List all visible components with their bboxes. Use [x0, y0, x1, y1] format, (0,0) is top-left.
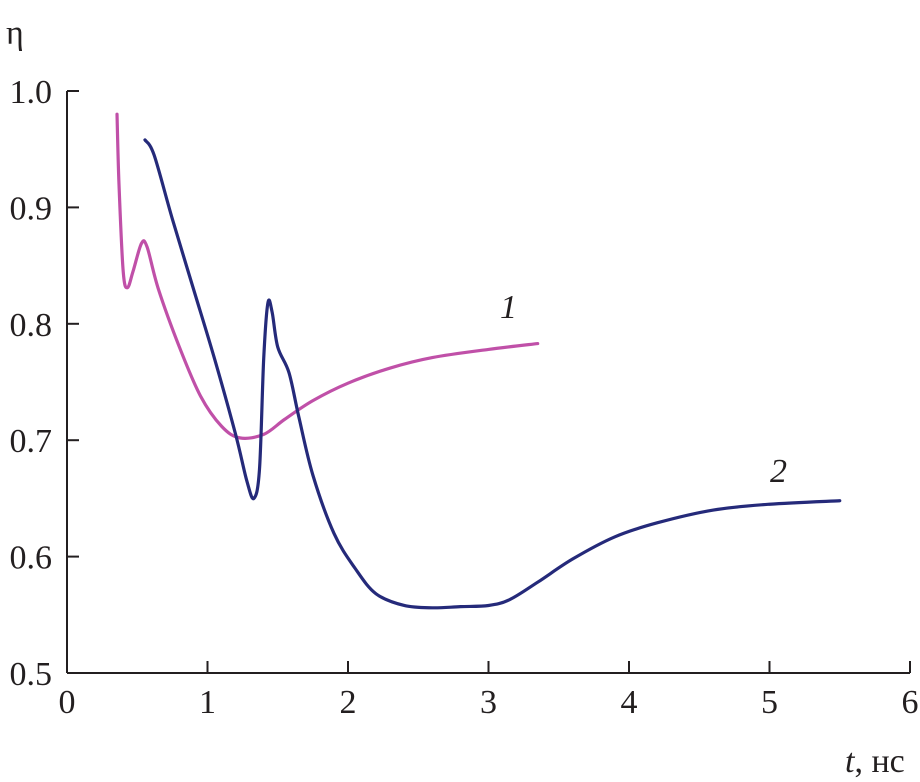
- series-label-2: 2: [770, 453, 787, 490]
- x-tick-label: 5: [761, 684, 778, 721]
- x-axis-label-unit: , нс: [854, 743, 904, 780]
- series-line-2: [143, 138, 842, 610]
- x-tick-label: 0: [59, 684, 76, 721]
- x-tick-label: 1: [199, 684, 216, 721]
- y-axis-label: η: [6, 15, 24, 52]
- y-tick-label: 1.0: [10, 74, 53, 111]
- y-tick-label: 0.5: [10, 656, 53, 693]
- y-tick-label: 0.9: [10, 190, 53, 227]
- x-tick-label: 4: [621, 684, 638, 721]
- x-tick-label: 3: [480, 684, 497, 721]
- axes: 0 1 2 3 4 5 6 0.5 0.6 0.7 0.8 0.9 1.0: [10, 74, 919, 721]
- x-axis-label: t, нс: [845, 743, 905, 780]
- y-tick-label: 0.7: [10, 423, 53, 460]
- y-tick-label: 0.6: [10, 540, 53, 577]
- y-tick-label: 0.8: [10, 307, 53, 344]
- series-group: [115, 112, 842, 610]
- x-axis-label-var: t: [845, 743, 856, 780]
- x-tick-label: 6: [902, 684, 919, 721]
- x-tick-label: 2: [340, 684, 357, 721]
- series-line-1: [115, 112, 540, 440]
- series-label-1: 1: [500, 289, 517, 326]
